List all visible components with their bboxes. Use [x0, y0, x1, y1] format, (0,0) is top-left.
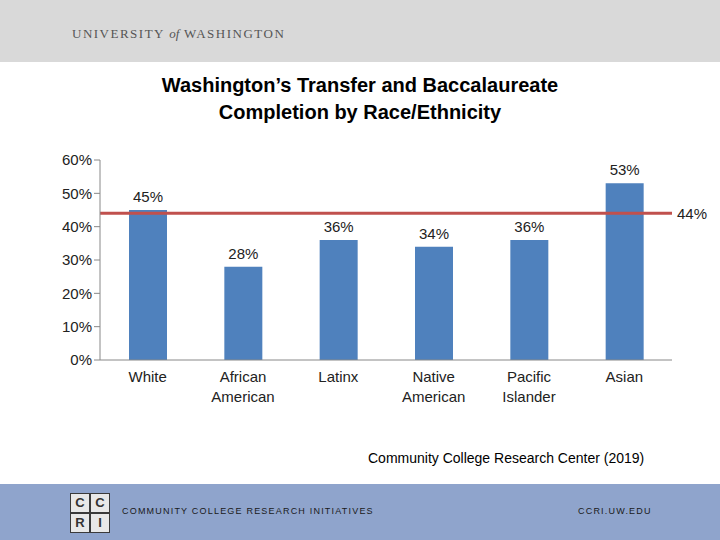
svg-text:34%: 34% [419, 225, 449, 242]
svg-text:44%: 44% [677, 205, 707, 222]
svg-text:60%: 60% [62, 151, 92, 168]
svg-text:NativeAmerican: NativeAmerican [402, 368, 465, 405]
svg-text:40%: 40% [62, 218, 92, 235]
html-text:Community College Research Cen: Community College Research Center (2019) [368, 450, 645, 466]
svg-text:30%: 30% [62, 251, 92, 268]
svg-text:10%: 10% [62, 318, 92, 335]
html-text:CCRI.UW.EDU: CCRI.UW.EDU [578, 506, 652, 516]
html-text:COMMUNITY COLLEGE RESEARCH INI: COMMUNITY COLLEGE RESEARCH INITIATIVES [122, 506, 374, 516]
html-text:Washington’s Transfer and Bacc: Washington’s Transfer and Baccalaureate … [161, 74, 559, 123]
svg-text:50%: 50% [62, 185, 92, 202]
svg-text:Asian: Asian [606, 368, 644, 385]
svg-text:PacificIslander: PacificIslander [502, 368, 555, 405]
html-text:UNIVERSITY of WASHINGTON: UNIVERSITY of WASHINGTON [72, 26, 286, 41]
html-text:R: R [75, 515, 85, 530]
svg-text:20%: 20% [62, 285, 92, 302]
svg-text:White: White [128, 368, 166, 385]
svg-text:53%: 53% [610, 161, 640, 178]
svg-text:36%: 36% [514, 218, 544, 235]
svg-text:45%: 45% [133, 188, 163, 205]
html-text:I: I [98, 515, 102, 530]
html-text:C: C [95, 495, 105, 510]
svg-text:Latinx: Latinx [318, 368, 359, 385]
svg-text:28%: 28% [228, 245, 258, 262]
svg-text:36%: 36% [324, 218, 354, 235]
svg-text:0%: 0% [70, 351, 92, 368]
html-text:C: C [75, 495, 85, 510]
svg-text:AfricanAmerican: AfricanAmerican [211, 368, 274, 405]
